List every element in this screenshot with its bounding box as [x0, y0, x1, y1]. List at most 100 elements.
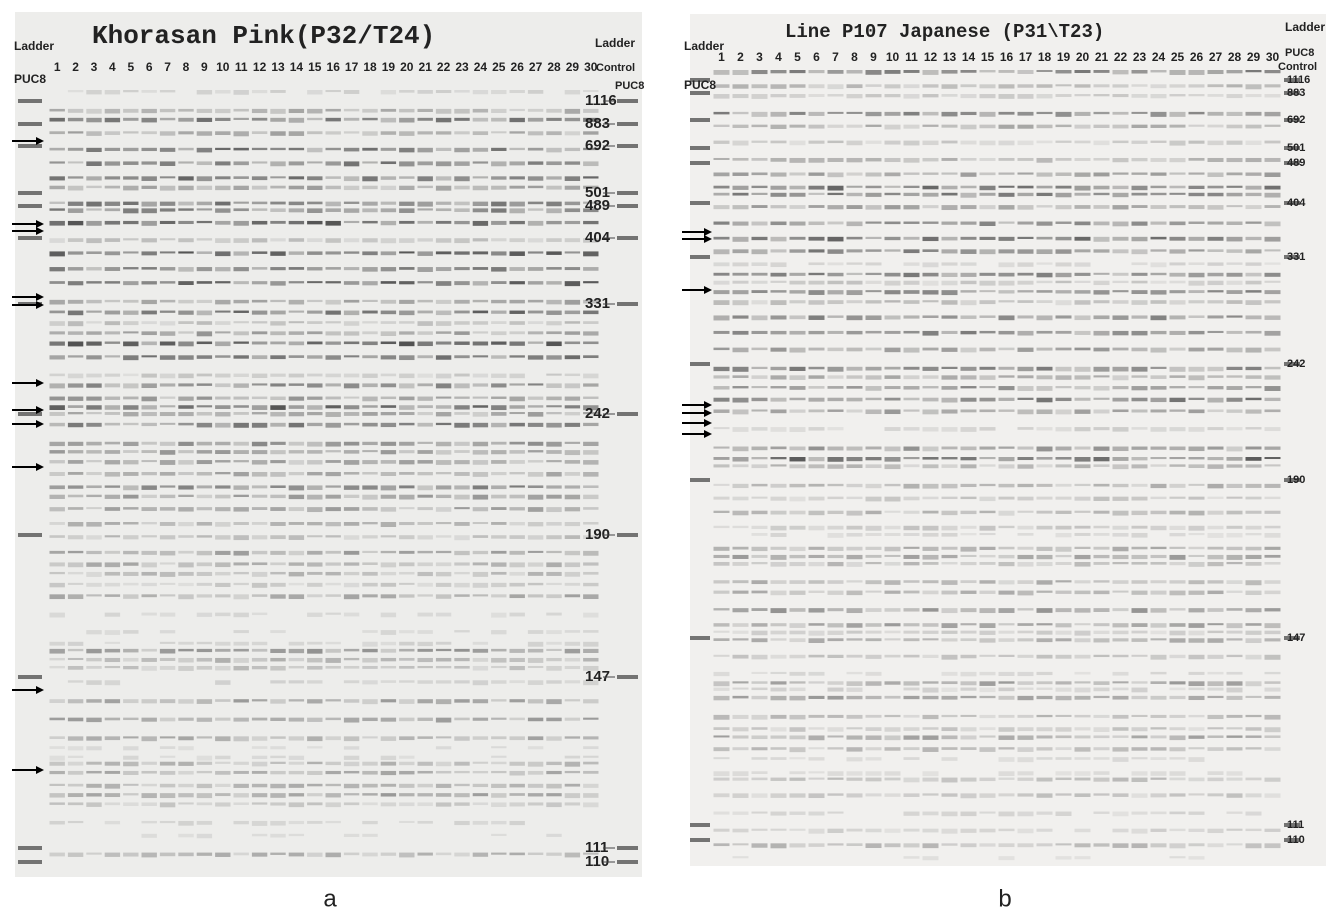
band — [362, 642, 377, 647]
size-marker: 147 — [1287, 632, 1305, 644]
band — [160, 202, 175, 206]
band — [1132, 141, 1148, 144]
band — [565, 630, 580, 633]
band — [847, 533, 863, 537]
band — [436, 495, 451, 498]
band — [326, 718, 341, 720]
band — [197, 613, 212, 617]
band — [1132, 778, 1148, 782]
band — [809, 623, 825, 626]
band — [1265, 398, 1281, 401]
band — [1227, 533, 1243, 537]
lane-label: 13 — [271, 60, 285, 74]
band — [809, 812, 825, 816]
band — [491, 374, 506, 378]
band — [1018, 757, 1034, 762]
band — [160, 821, 175, 823]
band — [399, 802, 414, 806]
band — [809, 672, 825, 676]
band — [381, 161, 396, 164]
band — [381, 802, 396, 806]
band — [381, 680, 396, 683]
band — [1170, 70, 1186, 75]
band — [399, 821, 414, 823]
band — [344, 186, 359, 190]
band — [1227, 696, 1243, 700]
band — [510, 821, 525, 825]
band — [1037, 112, 1053, 114]
band — [999, 747, 1015, 749]
band — [847, 688, 863, 692]
band — [289, 238, 304, 242]
band — [733, 623, 749, 627]
band — [1132, 484, 1148, 487]
band — [866, 484, 882, 488]
band — [942, 447, 958, 450]
band — [436, 355, 451, 359]
band — [1132, 186, 1148, 190]
band — [1113, 94, 1129, 97]
band — [1265, 237, 1281, 242]
band — [418, 300, 433, 303]
band — [50, 666, 65, 668]
band — [160, 238, 175, 240]
band — [771, 778, 787, 781]
band — [790, 222, 806, 226]
band — [942, 778, 958, 783]
band — [362, 450, 377, 452]
band — [1037, 696, 1053, 699]
band — [1094, 623, 1110, 626]
band — [160, 176, 175, 178]
band — [234, 374, 249, 377]
band — [381, 442, 396, 446]
band — [961, 526, 977, 529]
band — [1037, 757, 1053, 760]
band — [828, 638, 844, 641]
band — [307, 460, 322, 464]
band — [1227, 367, 1243, 370]
band — [904, 386, 920, 389]
band — [491, 331, 506, 335]
band — [583, 485, 598, 488]
band — [1151, 398, 1167, 402]
band — [270, 551, 285, 555]
band — [178, 821, 193, 826]
band — [752, 94, 768, 99]
band — [528, 562, 543, 566]
band — [399, 583, 414, 585]
band — [1094, 562, 1110, 565]
band — [105, 562, 120, 567]
band — [252, 202, 267, 205]
band — [197, 300, 212, 303]
band — [1227, 747, 1243, 750]
band — [1056, 427, 1072, 431]
band — [491, 699, 506, 701]
band — [50, 784, 65, 786]
band — [1056, 112, 1072, 117]
band — [1170, 205, 1186, 208]
size-marker: 1116 — [585, 92, 617, 109]
band — [771, 290, 787, 292]
band — [68, 281, 83, 285]
band — [105, 412, 120, 415]
band — [828, 172, 844, 177]
band — [50, 642, 65, 646]
band — [1075, 249, 1091, 252]
band — [454, 793, 469, 797]
band — [234, 450, 249, 454]
band — [399, 311, 414, 316]
band — [904, 186, 920, 188]
band — [809, 727, 825, 729]
band — [847, 348, 863, 352]
band — [418, 771, 433, 774]
band — [847, 672, 863, 674]
band — [790, 580, 806, 584]
band — [160, 507, 175, 511]
band — [105, 551, 120, 554]
band — [1056, 727, 1072, 731]
band — [1018, 331, 1034, 336]
band — [215, 397, 230, 400]
band — [197, 221, 212, 223]
band — [50, 341, 65, 345]
band — [178, 405, 193, 409]
